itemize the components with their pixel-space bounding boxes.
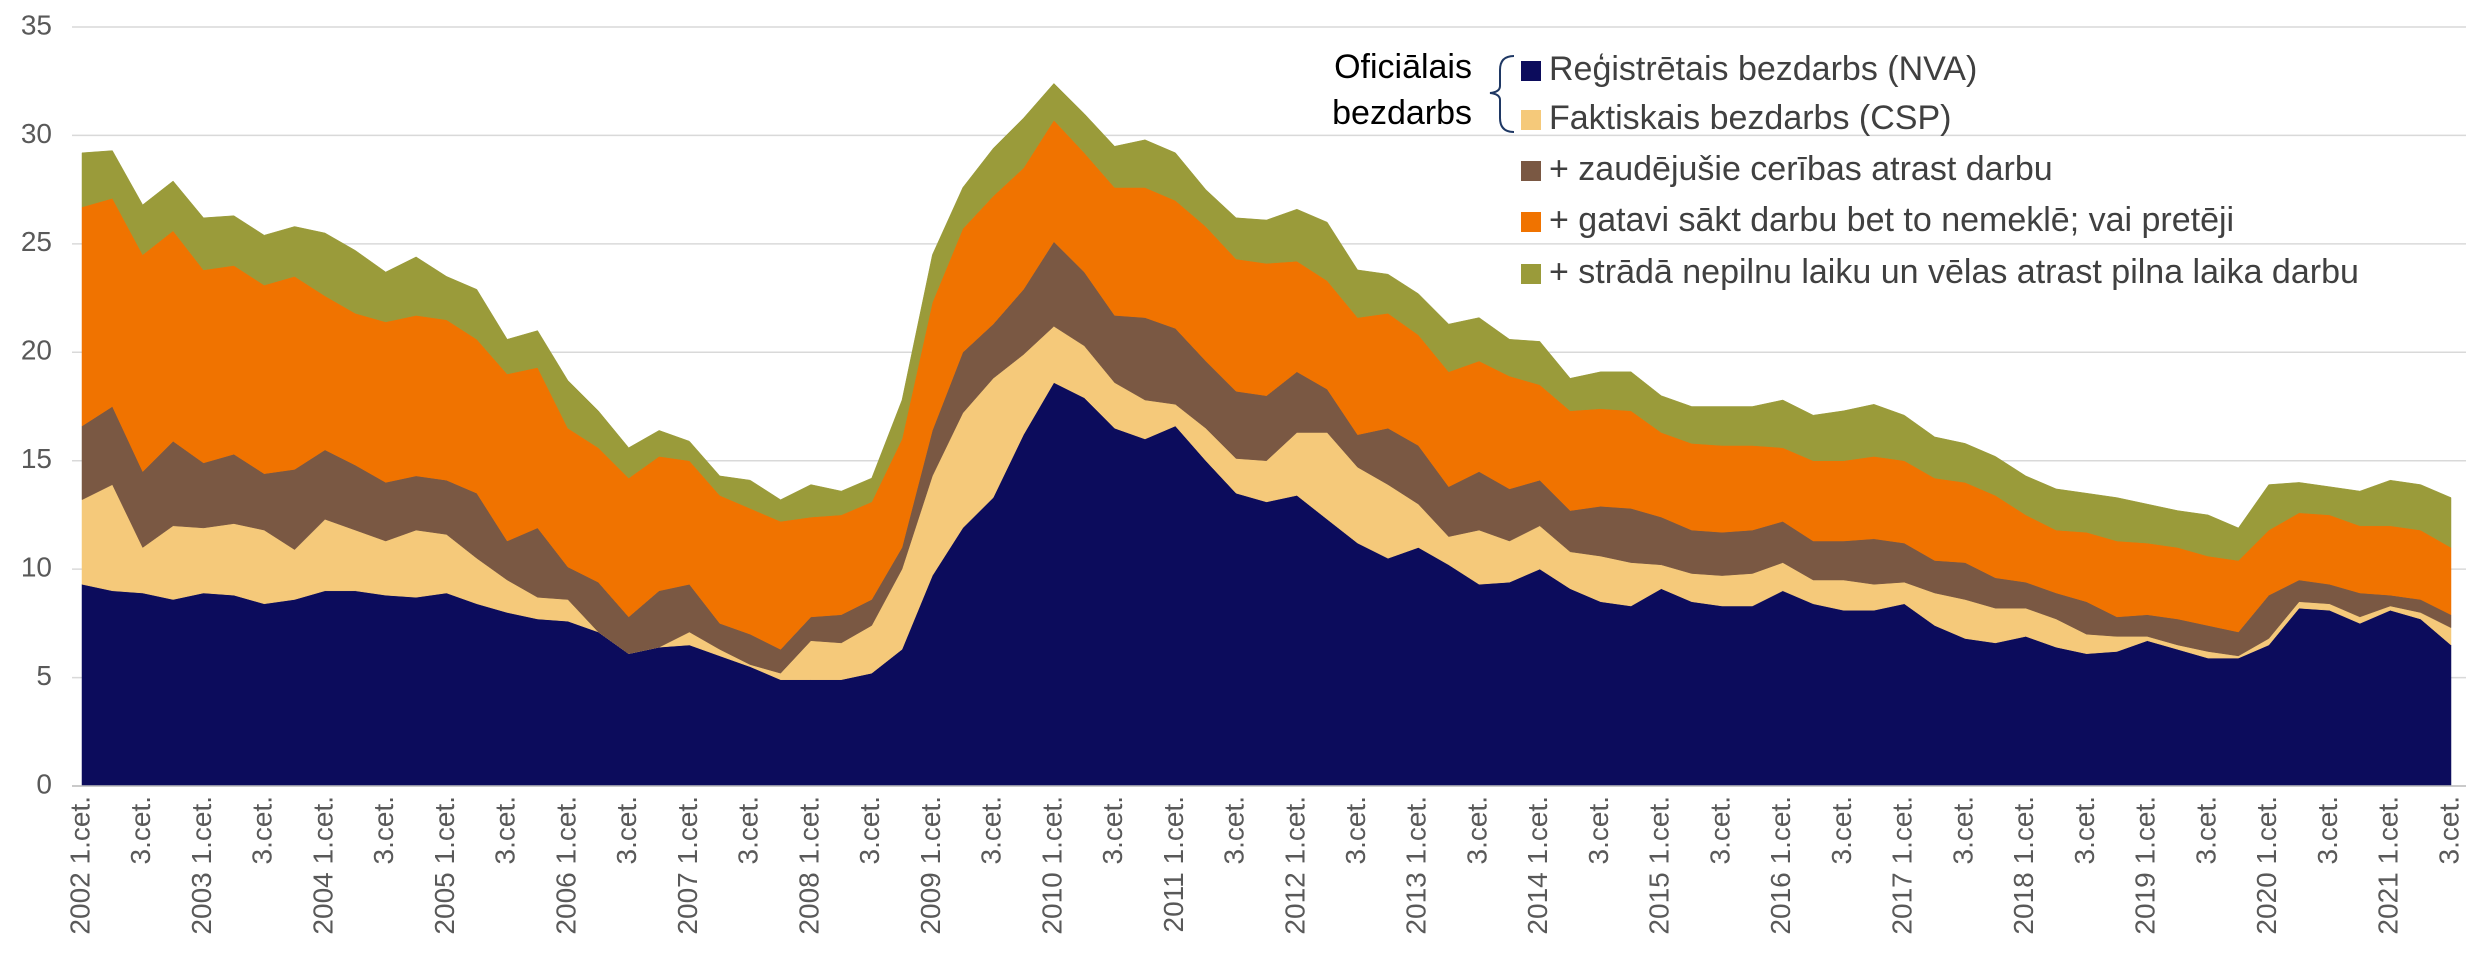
y-tick-label: 10 (21, 552, 52, 583)
x-tick-label: 3.cet. (125, 796, 156, 864)
legend-swatch (1521, 110, 1541, 130)
x-tick-label: 2015 1.cet. (1644, 796, 1675, 935)
area (81, 83, 2452, 561)
legend-swatch (1521, 61, 1541, 81)
x-tick-label: 3.cet. (2190, 796, 2221, 864)
x-tick-label: 3.cet. (1947, 796, 1978, 864)
legend-label: + zaudējušie cerības atrast darbu (1549, 150, 2053, 188)
legend-swatch (1521, 264, 1541, 284)
x-tick-label: 2008 1.cet. (793, 796, 824, 935)
x-tick-label: 2019 1.cet. (2130, 796, 2161, 935)
x-tick-label: 2018 1.cet. (2008, 796, 2039, 935)
x-tick-label: 2011 1.cet. (1158, 796, 1189, 932)
x-tick-label: 3.cet. (368, 796, 399, 864)
legend-label: Reģistrētais bezdarbs (NVA) (1549, 50, 1977, 88)
x-tick-label: 2013 1.cet. (1401, 796, 1432, 935)
x-tick-label: 2007 1.cet. (672, 796, 703, 935)
x-tick-label: 2004 1.cet. (307, 796, 338, 935)
y-tick-label: 0 (36, 768, 52, 799)
x-tick-label: 3.cet. (733, 796, 764, 864)
legend-swatch (1521, 212, 1541, 232)
y-tick-label: 35 (21, 9, 52, 40)
y-tick-label: 20 (21, 335, 52, 366)
x-tick-label: 3.cet. (2433, 796, 2464, 864)
x-tick-label: 2016 1.cet. (1765, 796, 1796, 935)
x-tick-label: 2002 1.cet. (64, 796, 95, 935)
x-tick-label: 2012 1.cet. (1279, 796, 1310, 935)
legend-label: Faktiskais bezdarbs (CSP) (1549, 99, 1951, 137)
x-tick-label: 3.cet. (2069, 796, 2100, 864)
legend-label: + gatavi sākt darbu bet to nemeklē; vai … (1549, 201, 2234, 239)
x-tick-label: 3.cet. (976, 796, 1007, 864)
y-tick-label: 15 (21, 443, 52, 474)
x-tick-label: 3.cet. (1583, 796, 1614, 864)
annotation: Oficiālais (1334, 48, 1472, 86)
x-tick-label: 3.cet. (1219, 796, 1250, 864)
annotation: bezdarbs (1332, 94, 1472, 132)
x-tick-label: 3.cet. (611, 796, 642, 864)
x-tick-label: 2014 1.cet. (1522, 796, 1553, 935)
x-tick-label: 3.cet. (854, 796, 885, 864)
y-tick-label: 25 (21, 226, 52, 257)
y-tick-label: 30 (21, 118, 52, 149)
x-tick-label: 3.cet. (2312, 796, 2343, 864)
x-tick-label: 3.cet. (1340, 796, 1371, 864)
x-tick-label: 2021 1.cet. (2373, 796, 2404, 935)
x-tick-label: 3.cet. (1826, 796, 1857, 864)
x-tick-label: 3.cet. (1704, 796, 1735, 864)
y-tick-label: 5 (36, 660, 52, 691)
x-tick-label: 3.cet. (490, 796, 521, 864)
x-tick-label: 3.cet. (247, 796, 278, 864)
x-tick-label: 3.cet. (1097, 796, 1128, 864)
x-tick-label: 2006 1.cet. (550, 796, 581, 935)
x-tick-label: 2003 1.cet. (186, 796, 217, 935)
brace (1489, 55, 1515, 133)
legend-label: + strādā nepilnu laiku un vēlas atrast p… (1549, 253, 2359, 291)
legend-swatch (1521, 161, 1541, 181)
x-tick-label: 3.cet. (1461, 796, 1492, 864)
plot (81, 83, 2452, 787)
x-tick-label: 2017 1.cet. (1887, 796, 1918, 935)
x-tick-label: 2009 1.cet. (915, 796, 946, 935)
x-tick-label: 2020 1.cet. (2251, 796, 2282, 935)
x-tick-label: 2010 1.cet. (1036, 796, 1067, 935)
x-tick-label: 2005 1.cet. (429, 796, 460, 935)
